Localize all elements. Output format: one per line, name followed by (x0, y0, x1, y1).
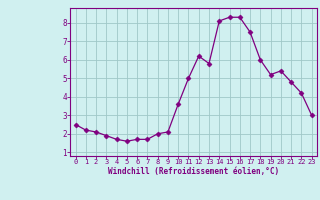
X-axis label: Windchill (Refroidissement éolien,°C): Windchill (Refroidissement éolien,°C) (108, 167, 279, 176)
